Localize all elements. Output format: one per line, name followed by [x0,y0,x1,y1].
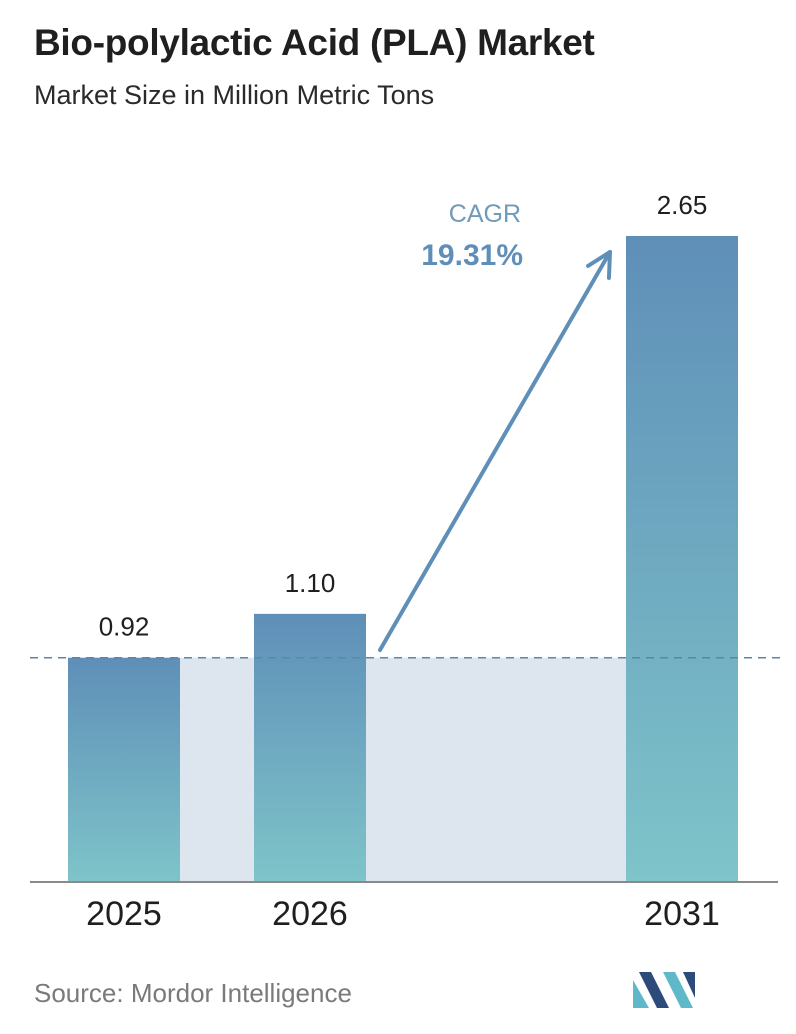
category-label-2025: 2025 [86,895,162,933]
value-label-2025: 0.92 [99,612,150,642]
chart-subtitle: Market Size in Million Metric Tons [34,80,435,110]
category-label-2031: 2031 [644,895,720,933]
cagr-arrow-head [586,250,612,280]
mordor-intelligence-logo [633,972,695,1008]
source-note: Source: Mordor Intelligence [34,978,352,1008]
chart-title: Bio-polylactic Acid (PLA) Market [34,22,595,63]
bar-2031 [626,236,738,882]
value-label-2026: 1.10 [285,568,336,598]
value-label-2031: 2.65 [657,190,708,220]
bar-2025 [68,657,180,882]
category-label-2026: 2026 [272,895,348,933]
bar-2026 [254,613,366,882]
cagr-label: CAGR [449,200,521,228]
cagr-value: 19.31% [421,239,523,272]
cagr-arrow-shaft [378,250,612,652]
